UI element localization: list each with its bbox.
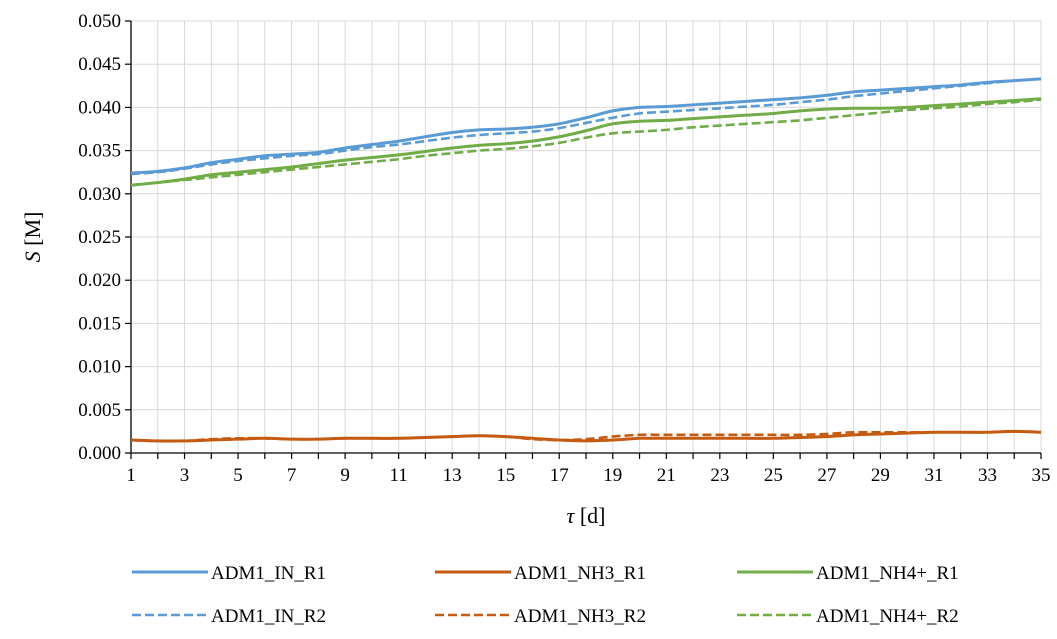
x-tick-label: 3 [180,465,190,486]
y-tick-label: 0.005 [78,400,121,421]
series-line-adm1-in-r2 [130,77,1042,176]
x-tick-label: 19 [603,465,622,486]
series-line-adm1-nh3-r2 [130,430,1042,443]
y-tick-label: 0.020 [78,270,121,291]
legend-item: ADM1_IN_R2 [132,606,326,627]
legend-label: ADM1_NH3_R2 [514,606,646,627]
x-tick-label: 7 [287,465,297,486]
x-tick-label: 17 [550,465,569,486]
axes [125,20,1042,459]
series-lines [130,77,1042,443]
legend-label: ADM1_IN_R2 [211,606,326,627]
x-tick-label: 23 [710,465,729,486]
x-tick-label: 21 [657,465,676,486]
x-tick-label: 35 [1032,465,1051,486]
y-tick-label: 0.025 [78,227,121,248]
y-tick-label: 0.035 [78,141,121,162]
x-tick-label: 11 [389,465,407,486]
x-tick-label: 5 [233,465,243,486]
gridlines [130,20,1042,454]
y-tick-label: 0.010 [78,357,121,378]
x-tick-label: 1 [126,465,136,486]
y-tick-label: 0.000 [78,443,121,464]
series-line-adm1-in-r1 [130,77,1042,175]
x-tick-label: 25 [764,465,783,486]
series-line-adm1-nh4-r2 [130,98,1042,187]
legend-label: ADM1_NH4+_R2 [816,606,959,627]
legend-item: ADM1_IN_R1 [132,563,326,584]
legend-item: ADM1_NH3_R2 [435,606,646,627]
legend-item: ADM1_NH4+_R2 [737,606,959,627]
legend-item: ADM1_NH3_R1 [435,563,646,584]
x-tick-label: 31 [924,465,943,486]
x-tick-label: 27 [817,465,836,486]
y-tick-label: 0.015 [78,313,121,334]
legend: ADM1_IN_R1 ADM1_NH3_R1 ADM1_NH4+_R1 ADM1_IN… [132,563,959,627]
series-line-adm1-nh4-r1 [130,97,1042,187]
x-tick-label: 15 [496,465,515,486]
legend-label: ADM1_NH4+_R1 [816,563,959,584]
x-tick-labels: 1 3 5 7 9 11 13 15 17 19 21 23 25 27 29 31 33 35 [126,465,1050,486]
x-tick-label: 13 [443,465,462,486]
x-axis-unit: [d] [580,503,606,528]
y-tick-label: 0.050 [78,11,121,32]
x-axis-title: τ [d] [566,503,605,528]
x-tick-label: 33 [978,465,997,486]
legend-item: ADM1_NH4+_R1 [737,563,959,584]
y-tick-label: 0.045 [78,54,121,75]
x-tick-label: 9 [340,465,350,486]
y-axis-title: S [M] [20,212,45,263]
y-tick-label: 0.040 [78,97,121,118]
y-axis-unit: [M] [20,212,45,246]
x-axis-symbol: τ [566,503,575,528]
x-tick-label: 29 [871,465,890,486]
y-tick-labels: 0.000 0.005 0.010 0.015 0.020 0.025 0.030 0.035… [78,11,121,464]
y-axis-symbol: S [20,251,45,262]
y-tick-label: 0.030 [78,184,121,205]
series-line-adm1-nh3-r1 [130,429,1042,443]
legend-label: ADM1_NH3_R1 [514,563,646,584]
legend-label: ADM1_IN_R1 [211,563,326,584]
